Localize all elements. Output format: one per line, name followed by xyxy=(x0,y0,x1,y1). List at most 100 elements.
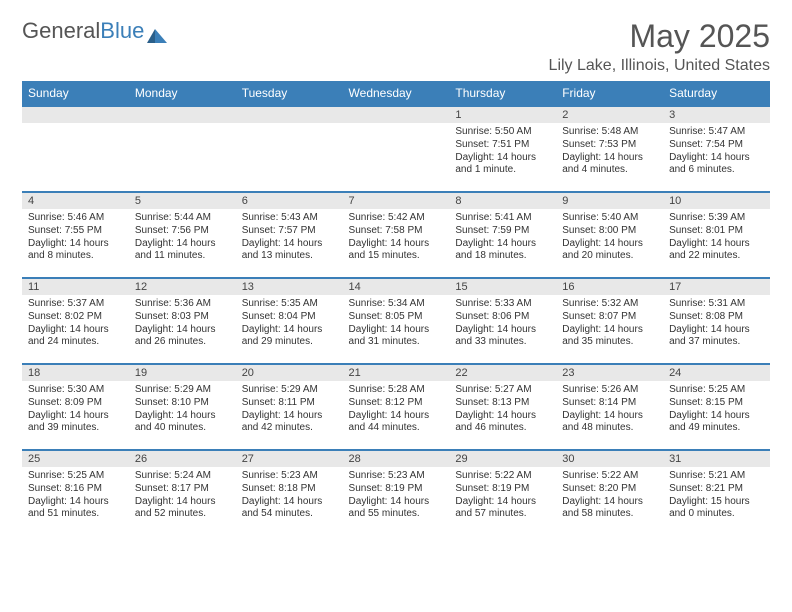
daylight-line: Daylight: 14 hours and 15 minutes. xyxy=(349,238,444,264)
sunrise-line: Sunrise: 5:25 AM xyxy=(28,470,123,483)
sunrise-line: Sunrise: 5:31 AM xyxy=(669,298,764,311)
sunrise-line: Sunrise: 5:41 AM xyxy=(455,212,550,225)
sunrise-line: Sunrise: 5:33 AM xyxy=(455,298,550,311)
sunset-line: Sunset: 8:11 PM xyxy=(242,397,337,410)
day-number-bar: 30 xyxy=(556,451,663,467)
calendar-day-cell: 21Sunrise: 5:28 AMSunset: 8:12 PMDayligh… xyxy=(343,364,450,450)
day-content: Sunrise: 5:25 AMSunset: 8:16 PMDaylight:… xyxy=(22,467,129,525)
day-number-bar: 3 xyxy=(663,107,770,123)
day-number-bar: 17 xyxy=(663,279,770,295)
day-number-bar: 22 xyxy=(449,365,556,381)
day-content: Sunrise: 5:28 AMSunset: 8:12 PMDaylight:… xyxy=(343,381,450,439)
day-content: Sunrise: 5:47 AMSunset: 7:54 PMDaylight:… xyxy=(663,123,770,181)
sunset-line: Sunset: 8:07 PM xyxy=(562,311,657,324)
sunset-line: Sunset: 8:14 PM xyxy=(562,397,657,410)
day-content: Sunrise: 5:43 AMSunset: 7:57 PMDaylight:… xyxy=(236,209,343,267)
day-number-bar: 6 xyxy=(236,193,343,209)
day-number-bar: 2 xyxy=(556,107,663,123)
calendar-header-row: SundayMondayTuesdayWednesdayThursdayFrid… xyxy=(22,81,770,106)
day-header: Sunday xyxy=(22,81,129,106)
sunrise-line: Sunrise: 5:39 AM xyxy=(669,212,764,225)
calendar-day-cell: 16Sunrise: 5:32 AMSunset: 8:07 PMDayligh… xyxy=(556,278,663,364)
daylight-line: Daylight: 14 hours and 1 minute. xyxy=(455,152,550,178)
daylight-line: Daylight: 14 hours and 44 minutes. xyxy=(349,410,444,436)
month-title: May 2025 xyxy=(549,18,770,55)
sunset-line: Sunset: 8:15 PM xyxy=(669,397,764,410)
calendar-day-cell: 24Sunrise: 5:25 AMSunset: 8:15 PMDayligh… xyxy=(663,364,770,450)
sunrise-line: Sunrise: 5:29 AM xyxy=(242,384,337,397)
calendar-day-cell xyxy=(236,106,343,192)
calendar-day-cell: 31Sunrise: 5:21 AMSunset: 8:21 PMDayligh… xyxy=(663,450,770,536)
calendar-day-cell: 6Sunrise: 5:43 AMSunset: 7:57 PMDaylight… xyxy=(236,192,343,278)
day-number-bar: 8 xyxy=(449,193,556,209)
day-number-bar: 29 xyxy=(449,451,556,467)
calendar-week-row: 1Sunrise: 5:50 AMSunset: 7:51 PMDaylight… xyxy=(22,106,770,192)
calendar-day-cell: 14Sunrise: 5:34 AMSunset: 8:05 PMDayligh… xyxy=(343,278,450,364)
day-number-bar: 19 xyxy=(129,365,236,381)
day-number-bar: 1 xyxy=(449,107,556,123)
day-number-bar: 27 xyxy=(236,451,343,467)
location: Lily Lake, Illinois, United States xyxy=(549,57,770,75)
calendar-day-cell: 18Sunrise: 5:30 AMSunset: 8:09 PMDayligh… xyxy=(22,364,129,450)
day-number-bar xyxy=(236,107,343,123)
sunset-line: Sunset: 8:09 PM xyxy=(28,397,123,410)
calendar-day-cell: 20Sunrise: 5:29 AMSunset: 8:11 PMDayligh… xyxy=(236,364,343,450)
calendar-day-cell: 4Sunrise: 5:46 AMSunset: 7:55 PMDaylight… xyxy=(22,192,129,278)
calendar-day-cell xyxy=(343,106,450,192)
calendar-day-cell: 10Sunrise: 5:39 AMSunset: 8:01 PMDayligh… xyxy=(663,192,770,278)
day-content: Sunrise: 5:40 AMSunset: 8:00 PMDaylight:… xyxy=(556,209,663,267)
daylight-line: Daylight: 14 hours and 8 minutes. xyxy=(28,238,123,264)
sunset-line: Sunset: 8:21 PM xyxy=(669,483,764,496)
day-number-bar: 21 xyxy=(343,365,450,381)
calendar-day-cell xyxy=(22,106,129,192)
day-number-bar: 7 xyxy=(343,193,450,209)
day-content: Sunrise: 5:46 AMSunset: 7:55 PMDaylight:… xyxy=(22,209,129,267)
daylight-line: Daylight: 14 hours and 11 minutes. xyxy=(135,238,230,264)
day-content: Sunrise: 5:48 AMSunset: 7:53 PMDaylight:… xyxy=(556,123,663,181)
day-number-bar: 4 xyxy=(22,193,129,209)
sunset-line: Sunset: 8:10 PM xyxy=(135,397,230,410)
day-content: Sunrise: 5:41 AMSunset: 7:59 PMDaylight:… xyxy=(449,209,556,267)
sunset-line: Sunset: 7:58 PM xyxy=(349,225,444,238)
sunset-line: Sunset: 8:06 PM xyxy=(455,311,550,324)
day-number-bar: 24 xyxy=(663,365,770,381)
daylight-line: Daylight: 14 hours and 6 minutes. xyxy=(669,152,764,178)
sunset-line: Sunset: 8:19 PM xyxy=(455,483,550,496)
sunset-line: Sunset: 8:04 PM xyxy=(242,311,337,324)
day-content: Sunrise: 5:37 AMSunset: 8:02 PMDaylight:… xyxy=(22,295,129,353)
sunrise-line: Sunrise: 5:32 AM xyxy=(562,298,657,311)
sunset-line: Sunset: 7:54 PM xyxy=(669,139,764,152)
day-header: Saturday xyxy=(663,81,770,106)
day-number-bar: 26 xyxy=(129,451,236,467)
sunrise-line: Sunrise: 5:22 AM xyxy=(455,470,550,483)
sunrise-line: Sunrise: 5:50 AM xyxy=(455,126,550,139)
daylight-line: Daylight: 14 hours and 35 minutes. xyxy=(562,324,657,350)
calendar-day-cell: 22Sunrise: 5:27 AMSunset: 8:13 PMDayligh… xyxy=(449,364,556,450)
sunset-line: Sunset: 8:18 PM xyxy=(242,483,337,496)
sunrise-line: Sunrise: 5:26 AM xyxy=(562,384,657,397)
sunrise-line: Sunrise: 5:36 AM xyxy=(135,298,230,311)
daylight-line: Daylight: 14 hours and 31 minutes. xyxy=(349,324,444,350)
sunrise-line: Sunrise: 5:21 AM xyxy=(669,470,764,483)
day-content: Sunrise: 5:25 AMSunset: 8:15 PMDaylight:… xyxy=(663,381,770,439)
calendar-week-row: 11Sunrise: 5:37 AMSunset: 8:02 PMDayligh… xyxy=(22,278,770,364)
day-content: Sunrise: 5:24 AMSunset: 8:17 PMDaylight:… xyxy=(129,467,236,525)
day-number-bar: 23 xyxy=(556,365,663,381)
sunrise-line: Sunrise: 5:23 AM xyxy=(242,470,337,483)
day-content: Sunrise: 5:35 AMSunset: 8:04 PMDaylight:… xyxy=(236,295,343,353)
day-number-bar: 15 xyxy=(449,279,556,295)
calendar-day-cell: 3Sunrise: 5:47 AMSunset: 7:54 PMDaylight… xyxy=(663,106,770,192)
sunrise-line: Sunrise: 5:42 AM xyxy=(349,212,444,225)
calendar-day-cell: 2Sunrise: 5:48 AMSunset: 7:53 PMDaylight… xyxy=(556,106,663,192)
daylight-line: Daylight: 14 hours and 24 minutes. xyxy=(28,324,123,350)
day-number-bar: 11 xyxy=(22,279,129,295)
sunrise-line: Sunrise: 5:35 AM xyxy=(242,298,337,311)
day-content: Sunrise: 5:39 AMSunset: 8:01 PMDaylight:… xyxy=(663,209,770,267)
calendar-week-row: 25Sunrise: 5:25 AMSunset: 8:16 PMDayligh… xyxy=(22,450,770,536)
calendar-day-cell: 17Sunrise: 5:31 AMSunset: 8:08 PMDayligh… xyxy=(663,278,770,364)
day-content: Sunrise: 5:31 AMSunset: 8:08 PMDaylight:… xyxy=(663,295,770,353)
calendar-day-cell xyxy=(129,106,236,192)
day-content: Sunrise: 5:44 AMSunset: 7:56 PMDaylight:… xyxy=(129,209,236,267)
logo-text-a: General xyxy=(22,18,100,44)
sunrise-line: Sunrise: 5:40 AM xyxy=(562,212,657,225)
